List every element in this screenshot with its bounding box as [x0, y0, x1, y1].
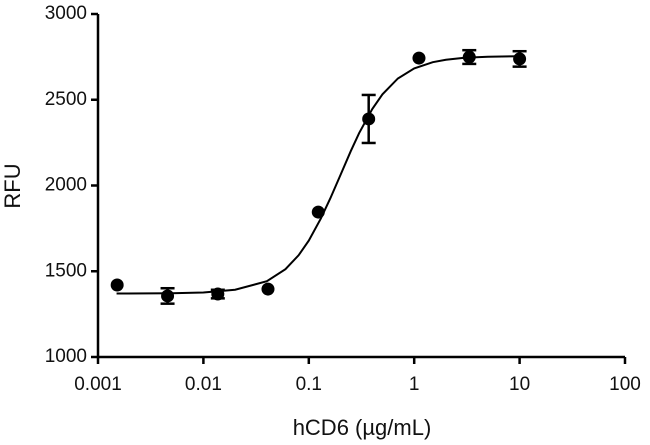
- point: [412, 51, 426, 65]
- point: [161, 289, 175, 303]
- point: [362, 112, 376, 126]
- x-tick-label: 1: [409, 374, 420, 395]
- x-tick-label: 0.1: [296, 374, 322, 395]
- point: [513, 52, 527, 66]
- point: [261, 282, 275, 296]
- point: [110, 278, 124, 292]
- point: [462, 50, 476, 64]
- y-tick-label: 3000: [45, 3, 87, 24]
- y-tick-label: 2000: [45, 175, 87, 196]
- x-tick-label: 0.001: [74, 374, 122, 395]
- fit-curve: [116, 55, 520, 295]
- x-axis-label: hCD6 (µg/mL): [293, 415, 432, 440]
- point: [211, 287, 225, 301]
- x-tick-label: 10: [509, 374, 530, 395]
- y-tick-label: 1000: [45, 346, 87, 367]
- point: [311, 205, 325, 219]
- y-axis-label: RFU: [0, 163, 25, 208]
- y-tick-label: 2500: [45, 89, 87, 110]
- y-tick-label: 1500: [45, 260, 87, 281]
- x-tick-label: 0.01: [185, 374, 222, 395]
- x-tick-label: 100: [609, 374, 641, 395]
